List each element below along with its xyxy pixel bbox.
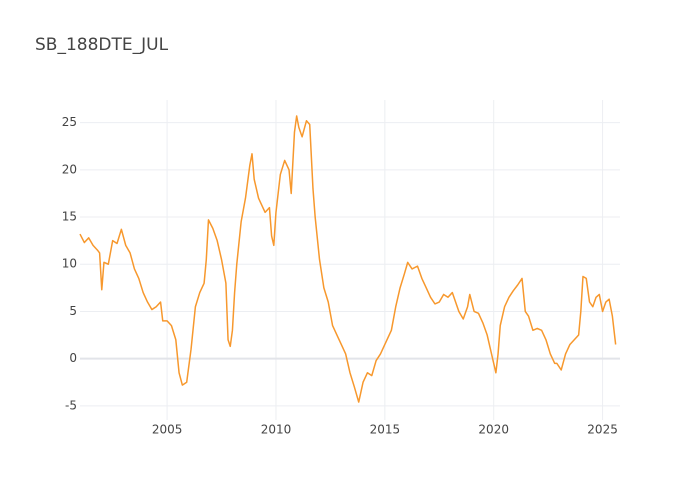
y-tick-label: 20 <box>62 162 77 176</box>
x-tick-label: 2015 <box>370 423 401 437</box>
y-tick-label: 25 <box>62 115 77 129</box>
y-tick-label: 0 <box>69 351 77 365</box>
y-tick-label: 10 <box>62 257 77 271</box>
y-tick-label: 15 <box>62 210 77 224</box>
x-tick-label: 2025 <box>587 423 618 437</box>
x-tick-label: 2010 <box>261 423 292 437</box>
y-tick-label: -5 <box>65 398 77 412</box>
y-tick-label: 5 <box>69 304 77 318</box>
x-tick-label: 2005 <box>152 423 183 437</box>
x-tick-label: 2020 <box>478 423 509 437</box>
chart-title: SB_188DTE_JUL <box>35 35 169 55</box>
data-line <box>79 115 617 403</box>
